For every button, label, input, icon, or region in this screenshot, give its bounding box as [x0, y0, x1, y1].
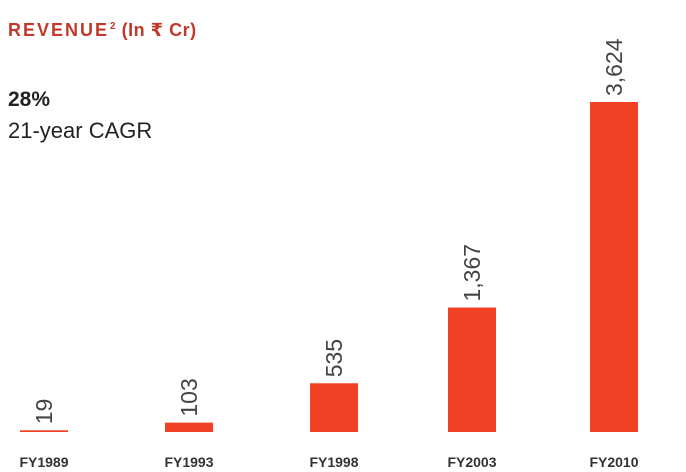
category-label-FY1998: FY1998 — [309, 454, 358, 470]
chart-title-footnote-marker: 2 — [110, 21, 116, 32]
chart-title-text: REVENUE — [8, 20, 110, 40]
value-label-FY1998: 535 — [321, 339, 347, 377]
bar-FY1993 — [165, 422, 213, 432]
cagr-value: 28% — [8, 88, 51, 111]
value-label-FY2010: 3,624 — [601, 38, 627, 96]
category-label-FY1993: FY1993 — [164, 454, 213, 470]
bar-FY1998 — [310, 383, 358, 432]
chart-title-unit: (In ₹ Cr) — [121, 20, 197, 40]
value-label-FY1993: 103 — [176, 378, 202, 416]
bar-FY2010 — [590, 102, 638, 432]
chart-title: REVENUE2 (In ₹ Cr) — [8, 20, 197, 41]
category-label-FY1989: FY1989 — [19, 454, 68, 470]
category-label-FY2010: FY2010 — [589, 454, 638, 470]
cagr-label: 21-year CAGR — [8, 118, 153, 143]
category-label-FY2003: FY2003 — [447, 454, 496, 470]
value-label-FY2003: 1,367 — [459, 244, 485, 302]
value-label-FY1989: 19 — [31, 399, 57, 425]
bar-FY1989 — [20, 430, 68, 432]
bar-FY2003 — [448, 307, 496, 432]
